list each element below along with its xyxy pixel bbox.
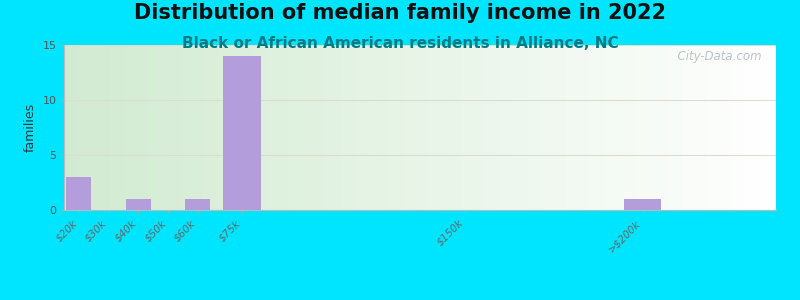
Y-axis label: families: families (24, 103, 37, 152)
Bar (126, 199, 150, 210)
Text: City-Data.com: City-Data.com (670, 50, 762, 63)
Bar (66, 177, 91, 210)
Text: Distribution of median family income in 2022: Distribution of median family income in … (134, 3, 666, 23)
Text: Black or African American residents in Alliance, NC: Black or African American residents in A… (182, 36, 618, 51)
Bar (623, 199, 662, 210)
Bar (185, 199, 210, 210)
Bar (223, 56, 261, 210)
